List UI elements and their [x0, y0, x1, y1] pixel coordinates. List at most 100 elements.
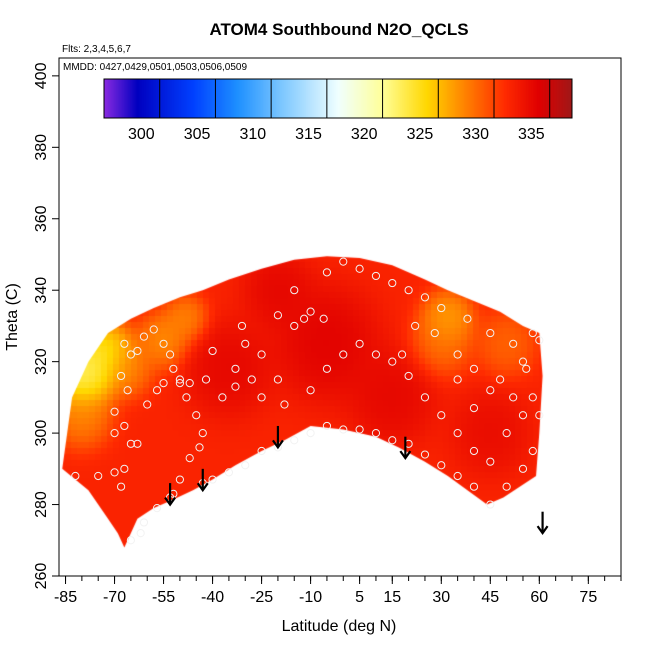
- y-tick-label: 260: [33, 563, 50, 590]
- colorbar-tick-label: 320: [351, 126, 378, 143]
- sample-point: [463, 314, 472, 323]
- sample-point: [404, 286, 413, 295]
- x-axis-label: Latitude (deg N): [282, 618, 397, 635]
- sample-point: [388, 357, 397, 366]
- x-tick-label: -85: [54, 589, 77, 606]
- sample-point: [437, 411, 446, 420]
- sample-point: [126, 350, 135, 359]
- down-arrow: [272, 425, 284, 450]
- sample-point: [208, 475, 217, 484]
- sample-point: [120, 464, 129, 473]
- sample-point: [290, 286, 299, 295]
- x-tick-label: 60: [530, 589, 548, 606]
- sample-point: [185, 454, 194, 463]
- sample-point: [224, 468, 234, 477]
- sample-point: [120, 421, 129, 431]
- sample-point: [175, 375, 184, 384]
- sample-point: [306, 307, 315, 316]
- sample-point: [518, 411, 528, 420]
- sample-point: [94, 471, 103, 481]
- sample-point: [371, 350, 381, 359]
- x-tick-label: -10: [299, 589, 322, 606]
- sample-point: [469, 364, 479, 373]
- sample-point: [208, 346, 217, 356]
- sample-point: [136, 529, 145, 538]
- sample-point: [437, 461, 446, 470]
- sample-point: [110, 429, 119, 438]
- sample-point: [152, 386, 162, 395]
- colorbar-tick-label: 310: [239, 126, 266, 143]
- sample-point: [535, 336, 544, 345]
- sample-point: [149, 325, 158, 334]
- sample-point: [355, 264, 364, 273]
- sample-point: [319, 314, 328, 323]
- y-tick-label: 400: [33, 62, 50, 89]
- x-tick-label: -40: [201, 589, 224, 606]
- sample-point: [397, 350, 407, 359]
- sample-point: [420, 450, 430, 459]
- sample-point: [241, 461, 250, 470]
- sample-point: [110, 468, 119, 477]
- colorbar-frame: [103, 78, 573, 119]
- x-tick-label: 5: [355, 589, 364, 606]
- down-arrow: [164, 483, 176, 507]
- sample-point: [159, 339, 168, 348]
- sample-point: [116, 482, 126, 491]
- sample-point: [486, 500, 495, 509]
- sample-point: [257, 350, 266, 359]
- sample-point: [241, 339, 250, 348]
- y-tick-label: 380: [33, 134, 50, 161]
- colorbar-ticks: 300 305 310 315 320 325 330 335: [128, 79, 551, 143]
- colorbar-tick-label: 325: [407, 126, 434, 143]
- sample-point: [192, 411, 201, 420]
- sample-point: [322, 421, 332, 431]
- sample-point: [420, 293, 430, 302]
- sample-point: [518, 464, 528, 473]
- x-tick-label: -55: [152, 589, 175, 606]
- sample-point: [430, 328, 439, 338]
- n2o-heatmap-field: [59, 58, 621, 576]
- sample-point: [420, 393, 430, 402]
- down-arrow: [399, 436, 412, 461]
- sample-point: [518, 357, 528, 366]
- sample-point: [355, 339, 364, 348]
- down-arrow: [536, 511, 549, 536]
- sample-point: [469, 482, 479, 491]
- sample-point: [453, 471, 462, 481]
- sample-point: [201, 375, 211, 384]
- plot-frame: [58, 57, 622, 577]
- sample-point: [165, 350, 175, 359]
- sample-point: [257, 446, 266, 456]
- sample-point: [133, 346, 142, 356]
- sample-point: [175, 378, 184, 388]
- sample-point: [306, 429, 315, 438]
- y-tick-label: 300: [33, 420, 50, 447]
- sample-point: [299, 314, 309, 323]
- sample-point: [502, 429, 511, 438]
- sample-point: [159, 378, 168, 388]
- sample-point: [522, 364, 531, 373]
- sample-point: [195, 443, 204, 452]
- dates-annotation: MMDD: 0427,0429,0501,0503,0506,0509: [63, 62, 247, 73]
- down-arrow: [196, 468, 209, 493]
- sample-point: [290, 436, 299, 445]
- sample-point: [486, 457, 495, 466]
- sample-point: [453, 375, 462, 384]
- sample-point: [247, 375, 256, 384]
- sample-point: [509, 393, 518, 402]
- sample-point: [371, 271, 381, 281]
- sample-point: [110, 407, 119, 416]
- x-tick-label: 75: [579, 589, 597, 606]
- sample-point: [143, 400, 152, 409]
- x-tick-label: 30: [432, 589, 450, 606]
- y-axis-label: Theta (C): [4, 283, 21, 351]
- sample-point: [169, 364, 178, 373]
- colorbar-gradient: [104, 79, 572, 118]
- colorbar-tick-label: 300: [128, 126, 155, 143]
- sample-point: [469, 403, 479, 413]
- sample-point: [339, 257, 348, 266]
- sample-point: [535, 411, 544, 420]
- sample-point: [404, 371, 413, 381]
- sample-point: [371, 429, 381, 438]
